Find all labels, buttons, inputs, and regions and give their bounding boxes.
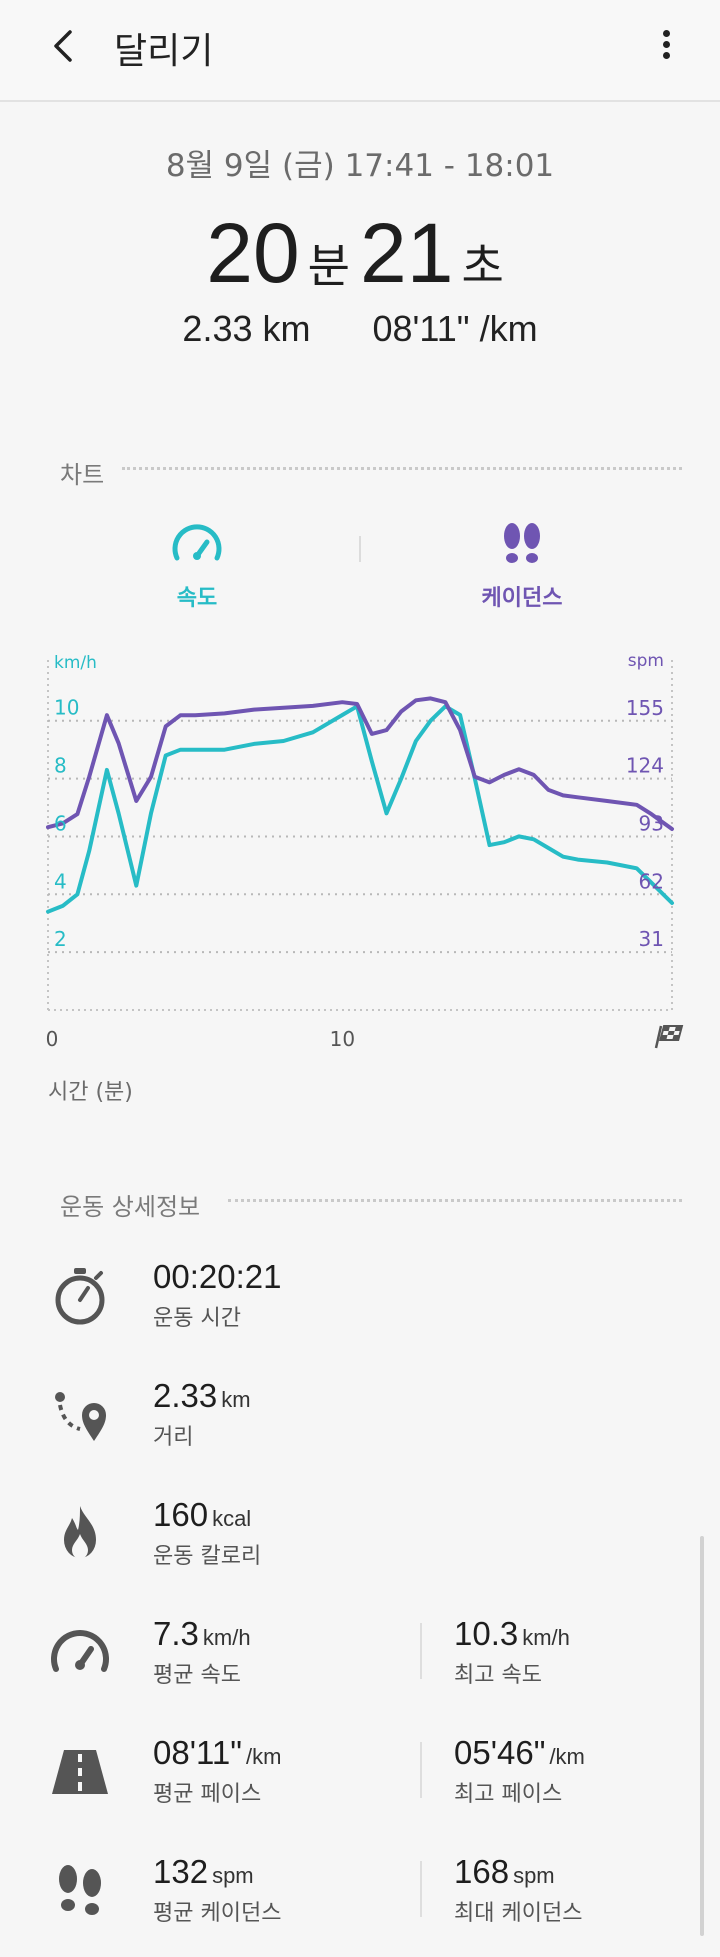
details-section-divider — [228, 1199, 682, 1202]
duration-minutes: 20 — [206, 206, 300, 300]
detail-distance-row: 2.33 km 거리 — [0, 1371, 720, 1481]
tab-separator — [359, 536, 361, 562]
best-pace-value: 05'46" — [454, 1734, 546, 1771]
finish-flag-icon — [654, 1025, 684, 1049]
page-title: 달리기 — [114, 31, 214, 72]
avg-speed-value: 7.3 — [153, 1615, 199, 1652]
duration-seconds: 21 — [360, 206, 454, 300]
stopwatch-icon — [55, 1268, 105, 1325]
seconds-unit: 초 — [461, 240, 504, 292]
x-tick-label: 10 — [330, 1027, 355, 1051]
speedometer-icon — [51, 1630, 109, 1672]
max-cadence-unit: spm — [513, 1863, 555, 1888]
best-pace-label: 최고 페이스 — [454, 1782, 563, 1807]
minutes-unit: 분 — [307, 240, 350, 292]
footsteps-icon — [504, 523, 540, 563]
left-tick-label: 4 — [54, 869, 67, 893]
distance-pace-line: 2.33 km 08'11" /km — [0, 308, 720, 350]
road-icon — [52, 1750, 108, 1794]
more-dot-icon — [662, 41, 670, 48]
detail-speed-row: 7.3 km/h 평균 속도 10.3 km/h 최고 속도 — [0, 1609, 720, 1719]
avg-pace-value: 08'11" — [153, 1734, 242, 1771]
scrollbar[interactable] — [700, 1536, 704, 1936]
avg-cadence-label: 평균 케이던스 — [153, 1901, 282, 1926]
right-tick-label: 93 — [639, 811, 664, 835]
left-tick-label: 8 — [54, 754, 67, 778]
avg-cadence-unit: spm — [212, 1863, 254, 1888]
more-dot-icon — [662, 30, 670, 37]
max-cadence-stat: 168 spm 최대 케이던스 — [454, 1853, 582, 1927]
time-axis-label: 시간 (분) — [48, 1080, 133, 1105]
avg-cadence-stat: 132 spm 평균 케이던스 — [153, 1853, 281, 1927]
duration-label: 운동 시간 — [153, 1306, 241, 1331]
detail-calories-row: 160 kcal 운동 칼로리 — [0, 1490, 720, 1600]
avg-speed-stat: 7.3 km/h 평균 속도 — [153, 1615, 251, 1689]
avg-pace-label: 평균 페이스 — [153, 1782, 262, 1807]
left-axis-unit: km/h — [54, 653, 97, 673]
left-tick-label: 2 — [54, 927, 67, 951]
calories-unit: kcal — [212, 1506, 252, 1531]
max-cadence-label: 최대 케이던스 — [454, 1901, 583, 1926]
column-separator — [420, 1623, 422, 1679]
right-tick-label: 62 — [639, 869, 664, 893]
avg-pace-stat: 08'11"/km 평균 페이스 — [153, 1734, 281, 1808]
avg-cadence-value: 132 — [153, 1853, 209, 1890]
flame-icon — [64, 1506, 96, 1559]
duration-stat: 00:20:21 운동 시간 — [153, 1258, 281, 1332]
left-tick-label: 6 — [54, 811, 67, 835]
workout-summary: 8월 9일 (금) 17:41 - 18:01 20 분 21 초 2.33 km 0… — [0, 140, 720, 350]
x-tick-label: 0 — [46, 1027, 59, 1051]
max-speed-label: 최고 속도 — [454, 1663, 542, 1688]
tab-cadence[interactable]: 케이던스 — [422, 520, 622, 612]
max-speed-unit: km/h — [522, 1625, 570, 1650]
max-speed-stat: 10.3 km/h 최고 속도 — [454, 1615, 570, 1689]
details-section-label: 운동 상세정보 — [60, 1193, 201, 1221]
detail-cadence-row: 132 spm 평균 케이던스 168 spm 최대 케이던스 — [0, 1847, 720, 1957]
right-tick-label: 31 — [639, 927, 664, 951]
column-separator — [420, 1742, 422, 1798]
calories-stat: 160 kcal 운동 칼로리 — [153, 1496, 261, 1570]
speed-series-line — [46, 704, 674, 914]
max-cadence-value: 168 — [454, 1853, 510, 1890]
footsteps-icon — [59, 1865, 101, 1915]
right-axis-unit: spm — [628, 651, 664, 671]
distance-value: 2.33 — [153, 1377, 218, 1414]
route-pin-icon — [55, 1392, 106, 1441]
calories-label: 운동 칼로리 — [153, 1544, 262, 1569]
chart-section-divider — [122, 467, 682, 470]
back-button[interactable] — [44, 24, 84, 64]
date-range: 8월 9일 (금) 17:41 - 18:01 — [165, 148, 555, 184]
avg-pace-unit: /km — [245, 1744, 282, 1769]
avg-speed-label: 평균 속도 — [153, 1663, 241, 1688]
distance-unit: km — [221, 1387, 251, 1412]
duration-value: 00:20:21 — [153, 1258, 282, 1295]
distance-label: 거리 — [153, 1425, 194, 1450]
more-options-button[interactable] — [658, 26, 674, 66]
right-tick-label: 124 — [626, 754, 664, 778]
right-tick-label: 155 — [626, 696, 664, 720]
best-pace-stat: 05'46"/km 최고 페이스 — [454, 1734, 585, 1808]
speedometer-icon — [172, 524, 222, 561]
more-dot-icon — [662, 52, 670, 59]
distance-stat: 2.33 km 거리 — [153, 1377, 251, 1451]
detail-pace-row: 08'11"/km 평균 페이스 05'46"/km 최고 페이스 — [0, 1728, 720, 1838]
avg-speed-unit: km/h — [202, 1625, 251, 1650]
back-arrow-icon — [54, 30, 72, 62]
duration-display: 20 분 21 초 — [0, 205, 720, 302]
summary-pace: 08'11" /km — [372, 308, 538, 349]
speed-cadence-chart: km/h spm 2 4 6 8 10 31 62 93 124 155 0 10 — [46, 651, 684, 1051]
detail-duration-row: 00:20:21 운동 시간 — [0, 1252, 720, 1362]
left-tick-label: 10 — [54, 696, 79, 720]
column-separator — [420, 1861, 422, 1917]
max-speed-value: 10.3 — [454, 1615, 519, 1652]
tab-cadence-label: 케이던스 — [481, 586, 563, 611]
best-pace-unit: /km — [549, 1744, 585, 1769]
summary-distance: 2.33 km — [182, 308, 311, 349]
calories-value: 160 — [153, 1496, 209, 1533]
app-header: 달리기 — [0, 0, 720, 102]
tab-speed-label: 속도 — [176, 586, 218, 611]
cadence-series-line — [46, 696, 674, 831]
tab-speed[interactable]: 속도 — [97, 520, 297, 612]
chart-section-label: 차트 — [60, 461, 105, 489]
